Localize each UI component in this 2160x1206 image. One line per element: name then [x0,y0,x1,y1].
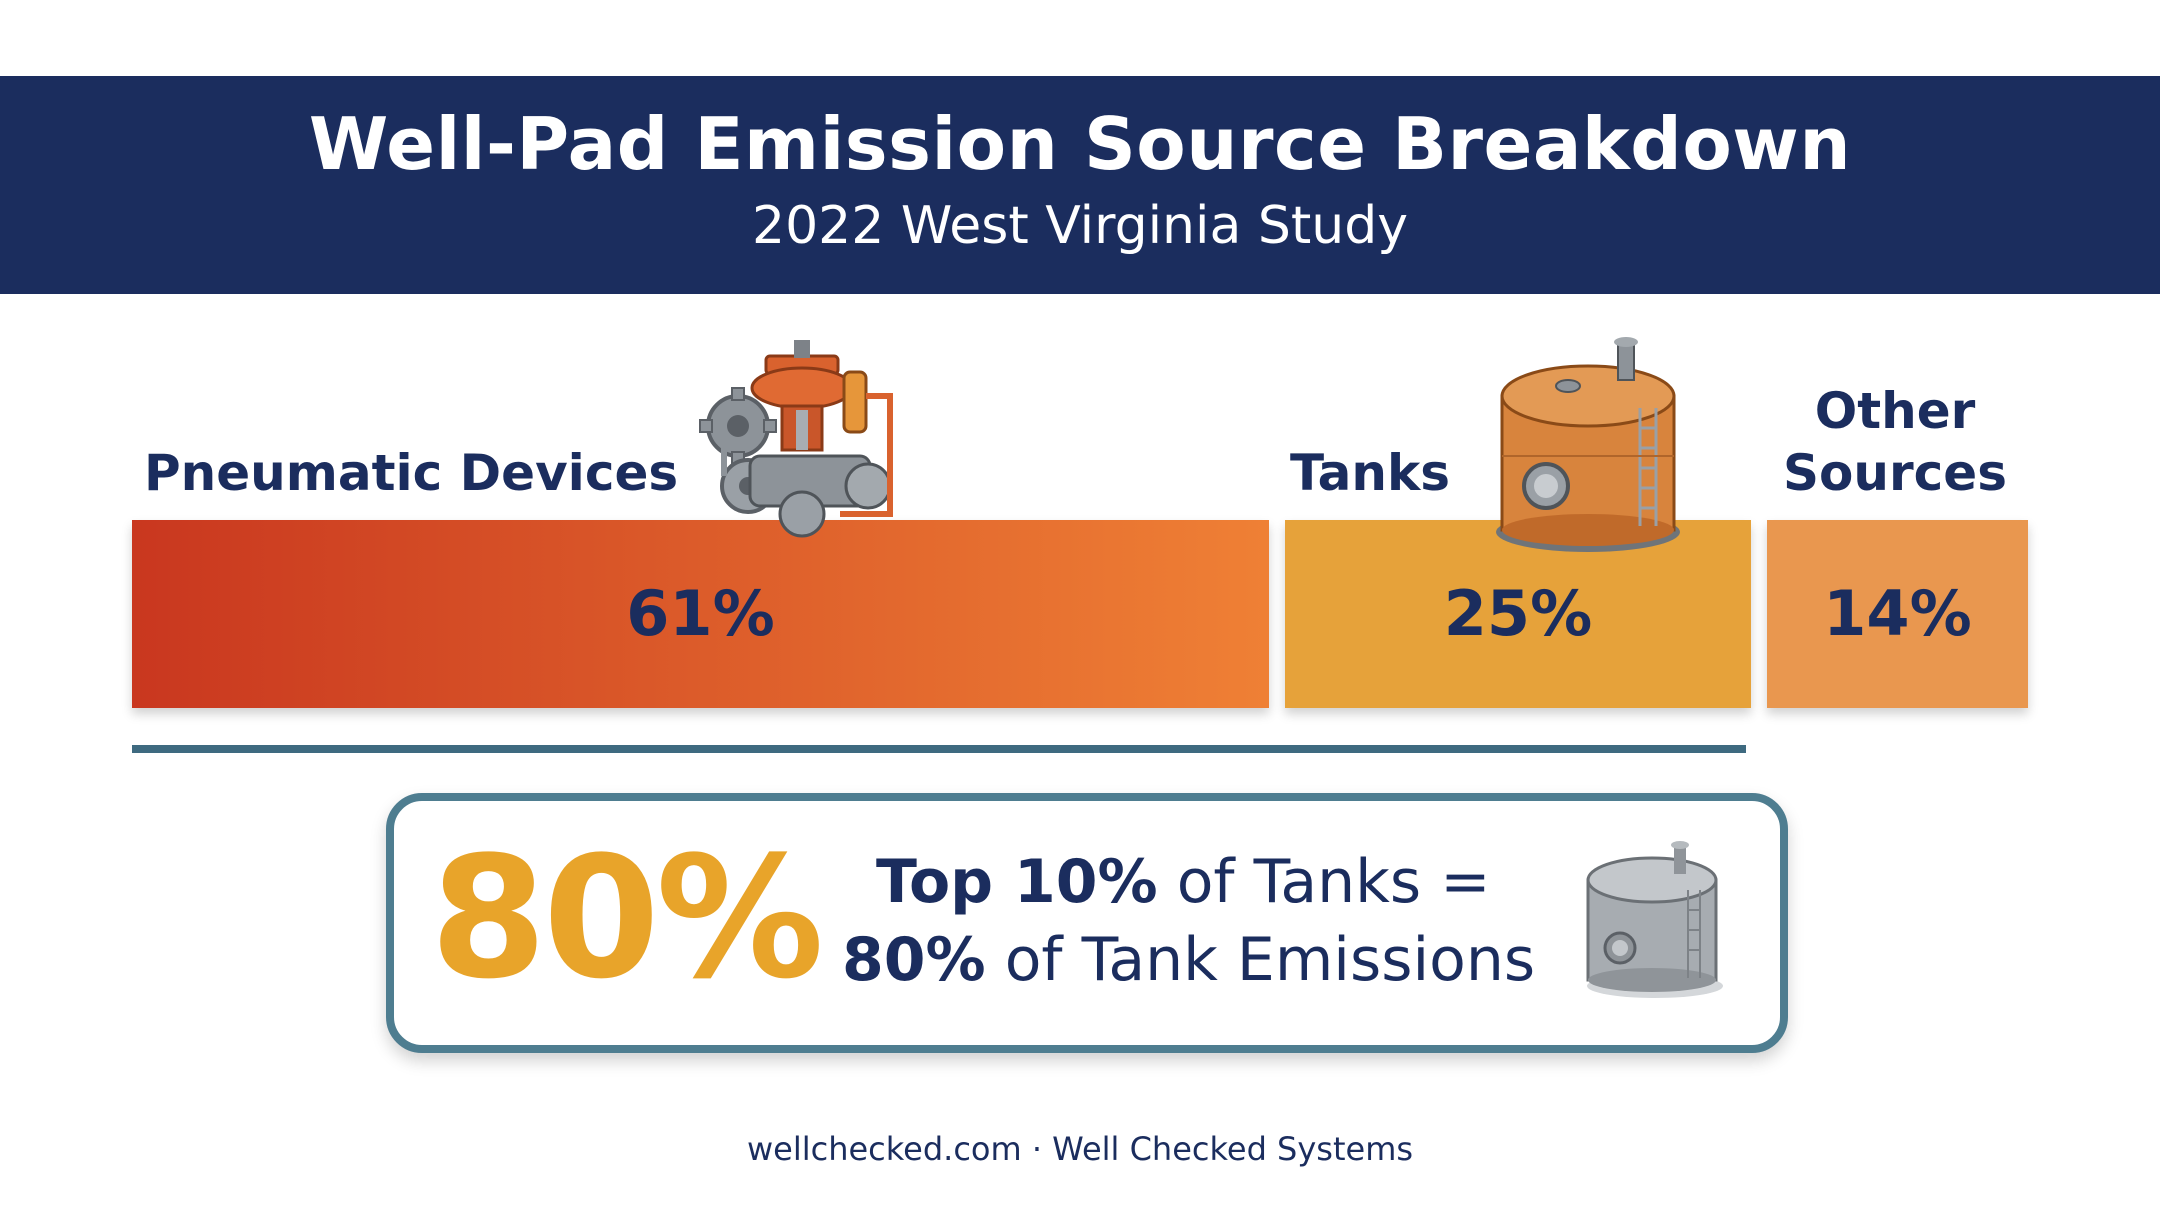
gear-icon [699,387,777,465]
label-other-sources-line2: Sources [1783,444,2007,502]
footer-credit: wellchecked.com · Well Checked Systems [746,1130,1414,1168]
bar-value-label-pneumatic-devices: 61% [626,577,775,650]
gray-tank-icon [1586,841,1723,998]
label-tanks: Tanks [1290,444,1451,502]
callout-line-1-bold: Top 10% [876,847,1158,917]
callout-big-stat: 80% [430,820,824,1016]
callout-line-2: 80% of Tank Emissions [842,924,1535,996]
label-other-sources-line1: Other [1814,382,1976,440]
label-other-sources: Other Sources [1760,380,2030,504]
header-banner: Well-Pad Emission Source Breakdown 2022 … [0,76,2160,294]
label-pneumatic-devices: Pneumatic Devices [144,444,679,502]
pneumatic-valve-icon [699,340,893,538]
callout-box [386,793,1788,1053]
bar-segment-pneumatic-devices [132,520,1269,708]
bar-segment-tanks [1285,520,1751,708]
bar-value-label-tanks: 25% [1443,577,1593,650]
page-subtitle: 2022 West Virginia Study [752,196,1408,256]
bar-value-label-other-sources: 14% [1823,577,1972,650]
callout-line-2-bold: 80% [842,925,986,995]
page-title: Well-Pad Emission Source Breakdown [308,102,1852,186]
callout-line-1-rest: of Tanks = [1157,847,1491,917]
callout-line-2-rest: of Tank Emissions [985,925,1536,995]
divider-line [132,745,1746,753]
callout-line-1: Top 10% of Tanks = [876,846,1490,918]
bar-segment-other-sources [1767,520,2028,708]
storage-tank-icon [1496,337,1680,552]
